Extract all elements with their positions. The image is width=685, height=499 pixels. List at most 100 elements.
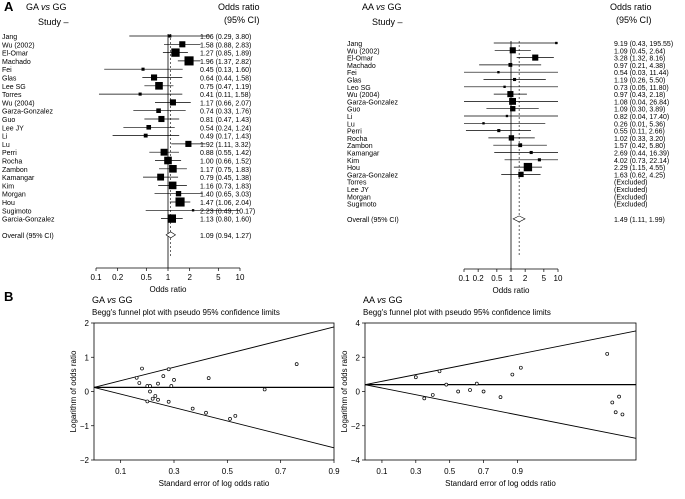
forest-study-name: Kim <box>347 158 359 165</box>
funnel-point <box>134 375 139 380</box>
forest-study-value: 0.45 (0.13, 1.60) <box>200 67 251 74</box>
forest-x-tick-label: 0.2 <box>473 274 485 283</box>
funnel-point <box>156 381 160 386</box>
funnel-x-tick-label: 0.9 <box>512 467 524 476</box>
funnel-y-tick-label: 2 <box>356 353 361 362</box>
funnel-point <box>204 410 208 415</box>
funnel-title-1: AA vs GG <box>363 295 403 305</box>
forest-study-value: 1.13 (0.80, 1.60) <box>200 217 251 224</box>
forest-study-value: 1.00 (0.66, 1.52) <box>200 159 251 166</box>
forest-study-value: 3.28 (1.32, 8.16) <box>614 56 665 63</box>
funnel-y-label-1: Logarithm of odds ratio <box>340 350 349 432</box>
forest-study-square <box>518 143 523 148</box>
forest-study-value: 1.02 (0.33, 3.20) <box>614 136 665 143</box>
forest-study-name: Guo <box>347 107 360 114</box>
funnel-point <box>617 394 621 399</box>
funnel-point <box>172 378 176 382</box>
funnel-point <box>437 369 442 374</box>
forest-study-square <box>509 47 516 54</box>
funnel-point <box>620 412 625 417</box>
forest-overall-value-1: 1.49 (1.11, 1.99) <box>614 217 665 224</box>
funnel-y-tick-label: −2 <box>80 456 90 465</box>
forest-study-name: Morgan <box>347 194 371 201</box>
forest-study-value: 0.41 (0.11, 1.58) <box>200 92 251 99</box>
forest-study-name: Garcia-Gonzalez <box>2 217 55 224</box>
forest-study-value: 0.54 (0.24, 1.24) <box>200 125 251 132</box>
forest-study-header-0: Study – <box>38 17 69 27</box>
forest-or-header-1: Odds ratio <box>610 2 652 12</box>
forest-study-square <box>537 158 541 162</box>
forest-study-square <box>497 71 500 74</box>
forest-study-value: 0.75 (0.47, 1.19) <box>200 84 251 91</box>
forest-study-value: 1.57 (0.42, 5.80) <box>614 143 665 150</box>
forest-title-1: AA vs GG <box>362 2 402 12</box>
forest-study-value: 1.63 (0.62, 4.25) <box>614 172 665 179</box>
forest-study-value: 1.17 (0.66, 2.07) <box>200 100 251 107</box>
forest-ci-header-1: (95% CI) <box>616 15 652 25</box>
forest-study-name: Rocha <box>2 159 22 166</box>
funnel-frame-0 <box>93 322 335 461</box>
funnel-point <box>474 381 479 386</box>
forest-study-value: (Excluded) <box>614 194 647 201</box>
forest-x-tick-label: 2 <box>523 274 528 283</box>
panel-label-b: B <box>4 289 13 304</box>
forest-study-square <box>518 171 524 178</box>
forest-study-name: Hou <box>347 165 360 172</box>
forest-study-name: Rocha <box>347 136 367 143</box>
forest-study-square <box>175 191 182 197</box>
forest-study-square <box>164 156 172 165</box>
funnel-point <box>161 374 166 378</box>
funnel-x-tick-label: 0.7 <box>275 467 287 476</box>
forest-study-value: 1.40 (0.65, 3.03) <box>200 192 251 199</box>
forest-x-tick-label: 1 <box>509 274 514 283</box>
forest-study-value: 1.96 (1.37, 2.82) <box>200 59 251 66</box>
forest-study-square <box>138 92 142 96</box>
forest-study-value: 1.47 (1.06, 2.04) <box>200 200 251 207</box>
forest-x-tick-label: 0.5 <box>141 273 153 282</box>
forest-study-value: 1.09 (0.45, 2.64) <box>614 48 665 55</box>
forest-x-tick-label: 5 <box>542 274 547 283</box>
funnel-point <box>233 413 238 418</box>
forest-study-name: Wu (2002) <box>2 42 35 49</box>
forest-study-value: (Excluded) <box>614 180 647 187</box>
forest-study-square <box>513 77 517 82</box>
forest-study-square <box>529 150 533 155</box>
funnel-x-label-1: Standard error of log odds ratio <box>445 479 556 488</box>
forest-study-square <box>175 197 185 207</box>
forest-study-square <box>523 162 533 172</box>
forest-study-value: 1.17 (0.75, 1.83) <box>200 167 251 174</box>
forest-study-name: Wu (2004) <box>2 100 35 107</box>
funnel-y-tick-label: 0 <box>85 388 90 397</box>
forest-study-value: 0.97 (0.43, 2.18) <box>614 92 665 99</box>
forest-study-square <box>508 135 515 141</box>
forest-study-square <box>157 173 165 181</box>
funnel-x-tick-label: 0.3 <box>410 467 422 476</box>
forest-x-label-0: Odds ratio <box>150 285 187 294</box>
forest-study-name: Garza-Gonzalez <box>347 172 398 179</box>
panel-label-a: A <box>4 0 14 14</box>
funnel-point <box>422 396 427 401</box>
forest-study-value: 0.79 (0.45, 1.38) <box>200 175 251 182</box>
forest-study-name: Glas <box>347 78 362 85</box>
forest-study-value: 1.08 (0.04, 26.84) <box>614 99 669 106</box>
forest-study-name: Lee SG <box>2 84 26 91</box>
funnel-point <box>605 351 610 356</box>
forest-study-value: 1.27 (0.85, 1.89) <box>200 51 251 58</box>
forest-study-value: 0.82 (0.04, 17.40) <box>614 114 669 121</box>
funnel-point <box>137 381 142 385</box>
forest-study-value: 0.88 (0.55, 1.42) <box>200 150 251 157</box>
forest-study-value: 0.74 (0.33, 1.76) <box>200 109 251 116</box>
forest-study-name: Kamangar <box>347 151 380 158</box>
funnel-y-tick-label: 2 <box>85 319 90 328</box>
funnel-point <box>166 367 171 372</box>
forest-x-tick-label: 0.2 <box>112 273 124 282</box>
funnel-point <box>150 396 155 401</box>
funnel-point <box>468 388 472 392</box>
funnel-point <box>169 384 174 388</box>
funnel-y-tick-label: 4 <box>356 319 361 328</box>
funnel-x-tick-label: 0.5 <box>222 467 234 476</box>
forest-study-square <box>168 34 172 38</box>
forest-study-value: 0.73 (0.05, 11.80) <box>614 85 669 92</box>
funnel-point <box>510 372 515 377</box>
forest-study-name: Kamangar <box>2 175 35 182</box>
